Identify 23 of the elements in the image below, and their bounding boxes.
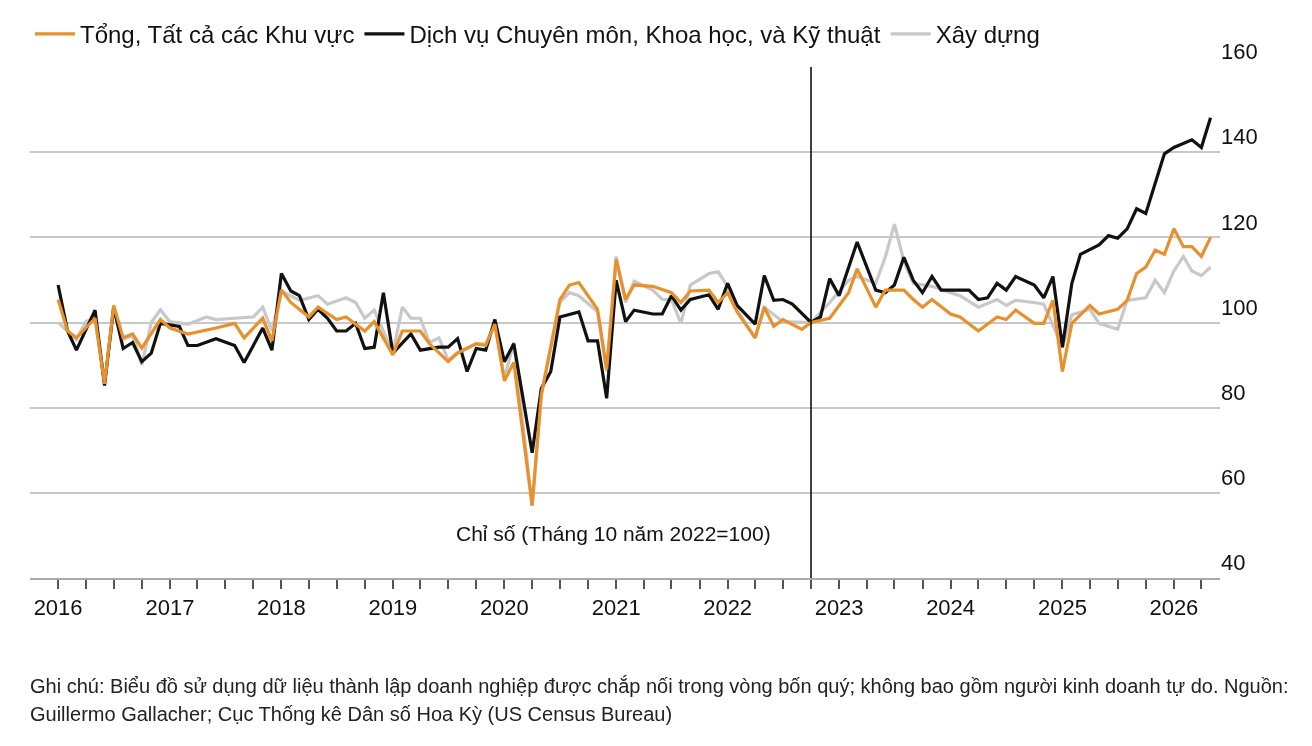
y-tick-label: 60 [1221, 465, 1246, 491]
legend-label: Xây dựng [935, 21, 1040, 49]
y-tick-label: 160 [1221, 39, 1258, 65]
legend-label: Tổng, Tất cả các Khu vực [80, 21, 355, 49]
y-tick-label: 40 [1221, 550, 1246, 576]
x-tick-label: 2016 [33, 595, 83, 621]
x-tick-label: 2020 [479, 595, 529, 621]
text: Ghi chú: Biểu đồ sử dụng dữ liệu thành lập doanh nghiệp được chắp nối trong vòng bốn quý; không bao gồm người kinh doanh tự do. Nguồn: Guillermo Gallacher; Cục Thống kê Dân số Hoa Kỳ (US Census Bureau) [30, 674, 1290, 727]
x-tick-label: 2021 [591, 595, 641, 621]
x-tick-label: 2025 [1037, 595, 1087, 621]
x-tick-label: 2019 [368, 595, 418, 621]
x-tick-label: 2018 [256, 595, 306, 621]
y-axis-title: Chỉ số (Tháng 10 năm 2022=100) [456, 522, 771, 545]
legend-label: Dịch vụ Chuyên môn, Khoa học, và Kỹ thuật [409, 21, 881, 49]
x-tick-label: 2024 [926, 595, 976, 621]
y-tick-label: 140 [1221, 124, 1258, 150]
y-tick-label: 100 [1221, 294, 1258, 320]
y-tick-label: 120 [1221, 209, 1258, 235]
y-tick-label: 80 [1221, 379, 1246, 405]
x-tick-label: 2023 [814, 595, 864, 621]
x-tick-label: 2022 [703, 595, 753, 621]
x-tick-label: 2026 [1149, 595, 1199, 621]
x-tick-label: 2017 [145, 595, 195, 621]
